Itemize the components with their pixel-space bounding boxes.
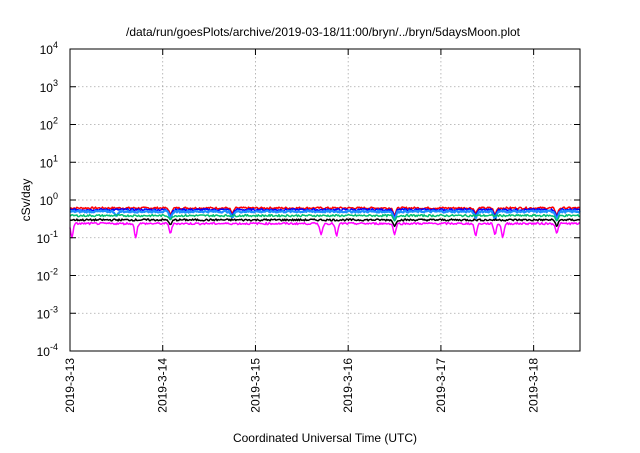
y-tick-label: 10-1 [37, 229, 58, 246]
y-tick-label: 100 [40, 191, 58, 208]
x-tick-label: 2019-3-18 [527, 358, 541, 413]
y-tick-label: 101 [40, 153, 58, 170]
y-tick-label: 104 [40, 40, 58, 57]
x-tick-label: 2019-3-14 [156, 358, 170, 413]
grid [70, 49, 580, 351]
y-tick-label: 10-4 [37, 342, 58, 359]
x-tick-label: 2019-3-16 [341, 358, 355, 413]
x-tick-label: 2019-3-15 [248, 358, 262, 413]
axes: 10-4 10-3 10-2 10-1 100 101 102 103 104 2019-3-13… [37, 40, 580, 413]
series-line [69, 218, 581, 228]
x-tick-label: 2019-3-17 [434, 358, 448, 413]
x-axis-label: Coordinated Universal Time (UTC) [233, 431, 417, 445]
y-tick-label: 10-2 [37, 267, 58, 284]
y-tick-label: 10-3 [37, 304, 58, 321]
y-tick-label: 102 [40, 116, 58, 133]
x-tick-label: 2019-3-13 [63, 358, 77, 413]
series-layer [69, 206, 581, 239]
series-line [69, 213, 581, 222]
series-line [69, 221, 581, 239]
y-axis-label: cSv/day [19, 179, 33, 222]
y-tick-label: 103 [40, 78, 58, 95]
chart-title: /data/run/goesPlots/archive/2019-03-18/1… [126, 25, 521, 39]
